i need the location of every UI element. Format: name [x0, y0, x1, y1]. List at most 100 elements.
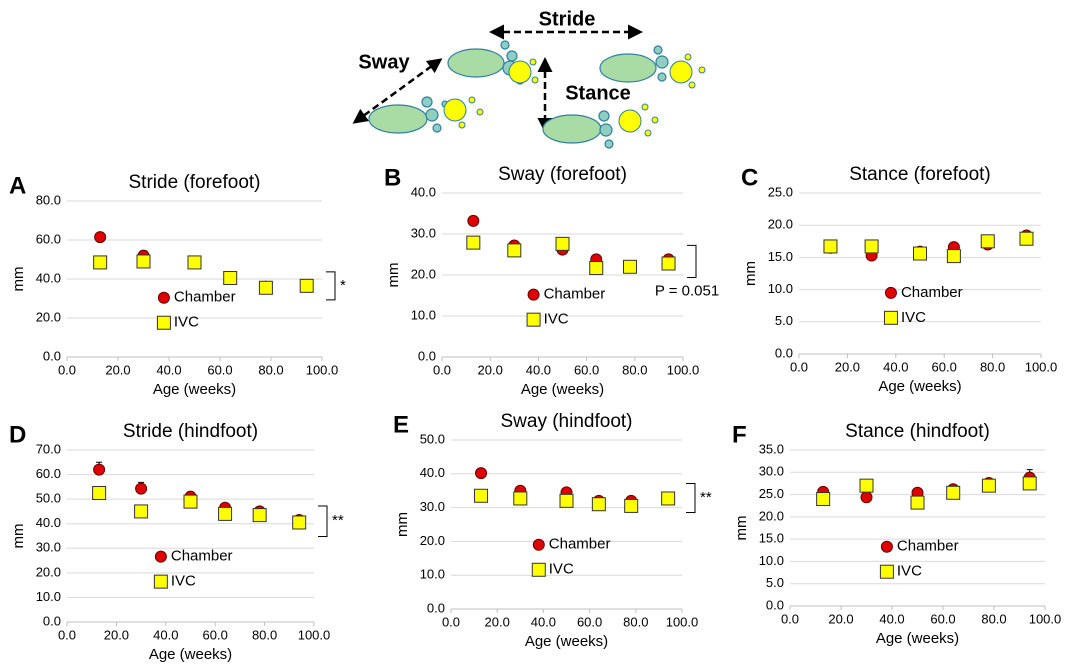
legend-marker: [884, 286, 897, 299]
y-tick-label: 0.0: [43, 348, 61, 363]
legend-label: IVC: [171, 573, 196, 590]
legend-marker: [883, 310, 898, 325]
x-tick-label: 20.0: [485, 614, 510, 629]
y-tick-label: 15.0: [759, 531, 784, 546]
marker: [981, 478, 996, 493]
legend-label: Chamber: [171, 548, 233, 565]
y-tick-label: 40.0: [411, 184, 436, 199]
x-tick-label: 60.0: [930, 611, 955, 626]
y-tick-label: 50.0: [36, 491, 61, 506]
x-axis-label: Age (weeks): [878, 378, 961, 395]
chart-panel: 0.0 10.0 20.0 30.0 40.0 0.0 20.0 40.0 60.0 80.0 10…: [384, 164, 719, 398]
x-tick-label: 0.0: [790, 359, 808, 374]
marker: [1019, 231, 1034, 246]
marker: [946, 485, 961, 500]
y-tick-label: 30.0: [759, 464, 784, 479]
marker: [513, 491, 528, 506]
y-tick-label: 0.0: [427, 600, 445, 615]
chart-panel: 0.0 10.0 20.0 30.0 40.0 50.0 0.0 20.0 40.0 60.0 80…: [393, 411, 712, 650]
marker: [980, 234, 995, 249]
y-tick-label: 50.0: [420, 431, 445, 446]
y-tick-label: 25.0: [759, 486, 784, 501]
chart-panel: 0.0 20.0 40.0 60.0 80.0 0.0 20.0 40.0 60.0 80.0 10…: [9, 172, 346, 398]
y-tick-label: 10.0: [36, 589, 61, 604]
x-tick-label: 100.0: [1025, 359, 1058, 374]
diagram-label: Stance: [565, 82, 631, 104]
y-tick-label: 10.0: [420, 567, 445, 582]
x-tick-label: 100.0: [1029, 611, 1062, 626]
x-tick-label: 20.0: [835, 359, 860, 374]
chart-panel: 0.0 5.0 10.0 15.0 20.0 25.0 0.0 20.0 40.0 60.0 80.…: [741, 164, 1057, 395]
marker: [1022, 476, 1037, 491]
x-tick-label: 80.0: [623, 614, 648, 629]
panel-label: B: [384, 164, 401, 191]
chart-title: Stance (forefoot): [849, 164, 991, 185]
legend-marker: [879, 564, 894, 579]
marker: [292, 515, 307, 530]
legend-marker: [156, 315, 171, 330]
x-tick-label: 60.0: [577, 614, 602, 629]
y-axis-label: mm: [394, 512, 411, 537]
marker: [507, 243, 522, 258]
chart-title: Stride (hindfoot): [123, 421, 258, 442]
x-tick-label: 40.0: [879, 611, 904, 626]
marker: [136, 254, 151, 269]
x-tick-label: 80.0: [252, 627, 277, 642]
marker: [466, 235, 481, 250]
y-tick-label: 0.0: [766, 597, 784, 612]
chart-panel: 0.0 5.0 10.0 15.0 20.0 25.0 30.0 35.0 0.0 20.0 40.…: [732, 421, 1061, 647]
x-axis-label: Age (weeks): [876, 630, 959, 647]
y-tick-label: 30.0: [36, 540, 61, 555]
bracket: [318, 505, 328, 537]
x-tick-label: 40.0: [153, 627, 178, 642]
marker: [859, 478, 874, 493]
x-tick-label: 0.0: [781, 611, 799, 626]
marker: [864, 239, 879, 254]
x-tick-label: 0.0: [442, 614, 460, 629]
x-tick-label: 100.0: [666, 614, 699, 629]
x-tick-label: 60.0: [574, 362, 599, 377]
marker: [661, 256, 676, 271]
legend-label: Chamber: [174, 289, 236, 306]
marker: [92, 486, 107, 500]
diagram-label: Sway: [358, 51, 410, 73]
panel-label: C: [741, 164, 758, 191]
y-tick-label: 20.0: [768, 217, 793, 232]
y-tick-label: 20.0: [759, 508, 784, 523]
x-tick-label: 20.0: [478, 362, 503, 377]
legend-marker: [527, 288, 540, 301]
legend-marker: [154, 550, 167, 563]
legend-marker: [880, 540, 893, 553]
y-tick-label: 30.0: [411, 225, 436, 240]
x-tick-label: 80.0: [980, 359, 1005, 374]
diagram-label: Stride: [539, 8, 596, 30]
y-tick-label: 20.0: [411, 266, 436, 281]
x-axis-label: Age (weeks): [521, 381, 604, 398]
x-tick-label: 40.0: [156, 362, 181, 377]
marker: [183, 494, 198, 509]
marker: [467, 214, 480, 227]
x-tick-label: 0.0: [58, 362, 76, 377]
annotation: **: [332, 512, 344, 529]
marker: [910, 495, 925, 510]
marker: [94, 231, 107, 244]
legend-label: Chamber: [901, 284, 963, 301]
panel-label: D: [9, 421, 26, 448]
toe-pads: [443, 53, 706, 137]
annotation: P = 0.051: [655, 282, 719, 299]
y-tick-label: 20.0: [36, 564, 61, 579]
x-tick-label: 20.0: [104, 627, 129, 642]
legend-marker: [532, 538, 545, 551]
legend-label: IVC: [901, 309, 926, 326]
legend-label: Chamber: [897, 538, 959, 555]
x-tick-label: 40.0: [526, 362, 551, 377]
marker: [223, 271, 238, 286]
legend-marker: [153, 574, 168, 589]
y-tick-label: 60.0: [36, 466, 61, 481]
gait-diagram: Stride Sway Stance: [352, 8, 706, 149]
x-tick-label: 60.0: [932, 359, 957, 374]
legend-label: IVC: [897, 563, 922, 580]
marker: [860, 491, 873, 504]
legend-label: Chamber: [544, 286, 606, 303]
